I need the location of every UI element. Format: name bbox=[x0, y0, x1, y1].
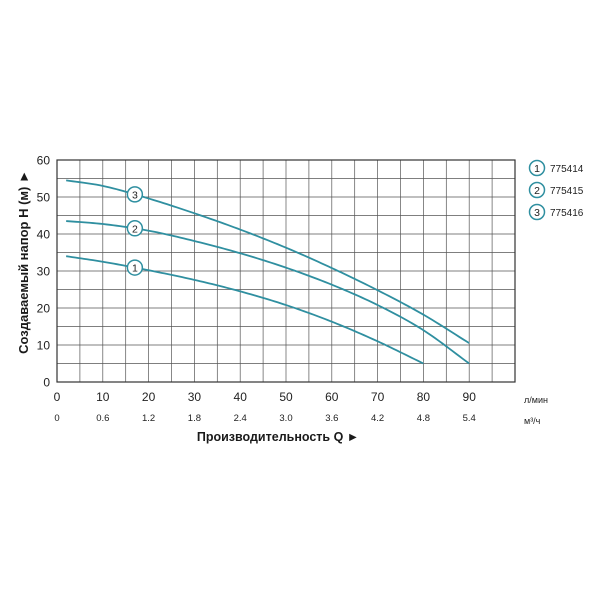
y-axis-title: Создаваемый напор H (м) ► bbox=[16, 170, 31, 354]
legend-entry-775416: 3 775416 bbox=[528, 203, 584, 221]
x-unit-primary: л/мин bbox=[524, 395, 548, 405]
x-tick-label-secondary: 1.8 bbox=[188, 413, 201, 424]
x-axis-title: Производительность Q ► bbox=[197, 430, 359, 444]
series-marker-circle bbox=[126, 186, 144, 203]
x-tick-label-secondary: 4.8 bbox=[417, 413, 430, 424]
x-tick-label-primary: 30 bbox=[188, 390, 202, 404]
y-tick-label: 0 bbox=[43, 376, 50, 390]
plot-frame bbox=[56, 159, 516, 383]
x-tick-label-primary: 80 bbox=[417, 390, 431, 404]
legend-label: 775416 bbox=[550, 208, 584, 219]
y-tick-label: 10 bbox=[37, 339, 51, 353]
series-markers: 1 2 3 bbox=[126, 186, 144, 276]
y-tick-label: 30 bbox=[37, 265, 51, 279]
x-tick-label-secondary: 5.4 bbox=[463, 413, 476, 424]
series-marker-number: 1 bbox=[132, 263, 138, 275]
series-marker-circle bbox=[126, 220, 144, 237]
x-tick-label-primary: 90 bbox=[463, 390, 477, 404]
series-marker-3: 3 bbox=[126, 186, 144, 203]
series-marker-2: 2 bbox=[126, 220, 144, 237]
x-tick-label-secondary: 3.6 bbox=[325, 413, 338, 424]
y-tick-label: 20 bbox=[37, 302, 51, 316]
legend-marker-circle bbox=[528, 203, 546, 221]
x-tick-label-primary: 70 bbox=[371, 390, 385, 404]
legend-marker-circle bbox=[528, 181, 546, 199]
legend-marker-number: 1 bbox=[534, 163, 540, 175]
x-tick-label-primary: 10 bbox=[96, 390, 110, 404]
x-tick-labels-secondary: 0 0.6 1.2 1.8 2.4 3.0 3.6 4.2 4.8 5.4 bbox=[54, 413, 475, 424]
x-tick-labels-primary: 0 10 20 30 40 50 60 70 80 90 bbox=[54, 390, 477, 404]
series-marker-circle bbox=[126, 259, 144, 276]
x-tick-label-primary: 60 bbox=[325, 390, 339, 404]
series-marker-1: 1 bbox=[126, 259, 144, 276]
y-tick-labels: 0 10 20 30 40 50 60 bbox=[37, 154, 51, 390]
x-tick-label-secondary: 3.0 bbox=[279, 413, 292, 424]
chart-legend: 1 775414 2 775415 3 775416 bbox=[528, 159, 584, 221]
x-tick-label-primary: 20 bbox=[142, 390, 156, 404]
legend-marker-circle bbox=[528, 159, 546, 177]
x-unit-secondary: м³/ч bbox=[524, 416, 541, 426]
legend-label: 775414 bbox=[550, 164, 584, 175]
y-tick-label: 40 bbox=[37, 228, 51, 242]
y-tick-label: 60 bbox=[37, 154, 51, 168]
legend-label: 775415 bbox=[550, 186, 584, 197]
legend-entry-775414: 1 775414 bbox=[528, 159, 584, 177]
legend-entry-775415: 2 775415 bbox=[528, 181, 584, 199]
series-line-775414 bbox=[66, 255, 424, 365]
legend-marker-number: 2 bbox=[534, 185, 540, 197]
y-tick-label: 50 bbox=[37, 191, 51, 205]
x-tick-label-primary: 40 bbox=[234, 390, 248, 404]
chart-grid bbox=[57, 160, 515, 382]
legend-marker-number: 3 bbox=[534, 207, 540, 219]
series-marker-number: 2 bbox=[132, 223, 138, 235]
x-tick-label-secondary: 0 bbox=[54, 413, 59, 424]
series-marker-number: 3 bbox=[132, 189, 138, 201]
x-tick-label-secondary: 4.2 bbox=[371, 413, 384, 424]
x-tick-label-primary: 50 bbox=[279, 390, 293, 404]
x-tick-label-secondary: 1.2 bbox=[142, 413, 155, 424]
x-tick-label-secondary: 0.6 bbox=[96, 413, 109, 424]
x-tick-label-secondary: 2.4 bbox=[234, 413, 247, 424]
x-tick-label-primary: 0 bbox=[54, 390, 61, 404]
